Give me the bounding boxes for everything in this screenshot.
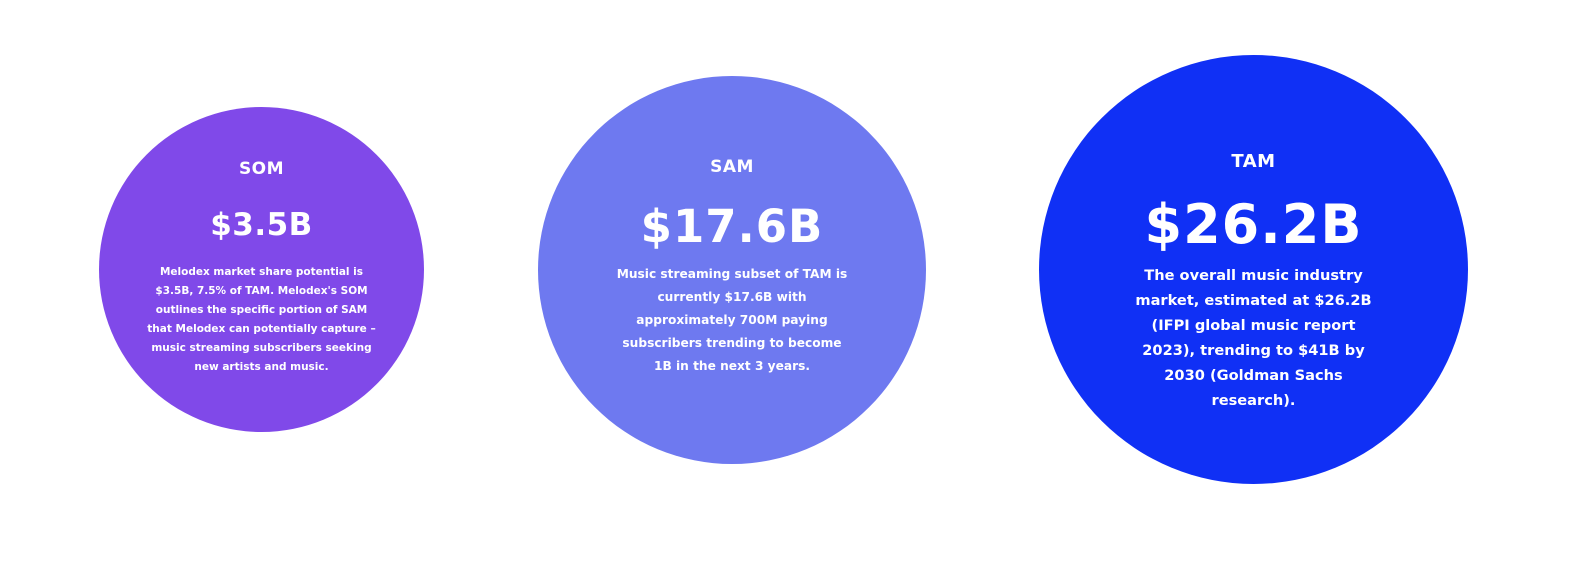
tam-value: $26.2B bbox=[1144, 193, 1363, 256]
tam-label: TAM bbox=[1231, 151, 1276, 172]
sam-value: $17.6B bbox=[640, 200, 824, 253]
sam-circle: SAM $17.6B Music streaming subset of TAM… bbox=[538, 76, 926, 464]
tam-description: The overall music industry market, estim… bbox=[1135, 267, 1372, 409]
sam-description: Music streaming subset of TAM is current… bbox=[616, 267, 848, 373]
tam-circle: TAM $26.2B The overall music industry ma… bbox=[1039, 55, 1468, 484]
sam-label: SAM bbox=[710, 157, 754, 177]
som-description: Melodex market share potential is $3.5B,… bbox=[147, 266, 376, 373]
som-value: $3.5B bbox=[210, 207, 313, 243]
som-label: SOM bbox=[238, 159, 285, 179]
som-circle: SOM $3.5B Melodex market share potential… bbox=[99, 107, 424, 432]
